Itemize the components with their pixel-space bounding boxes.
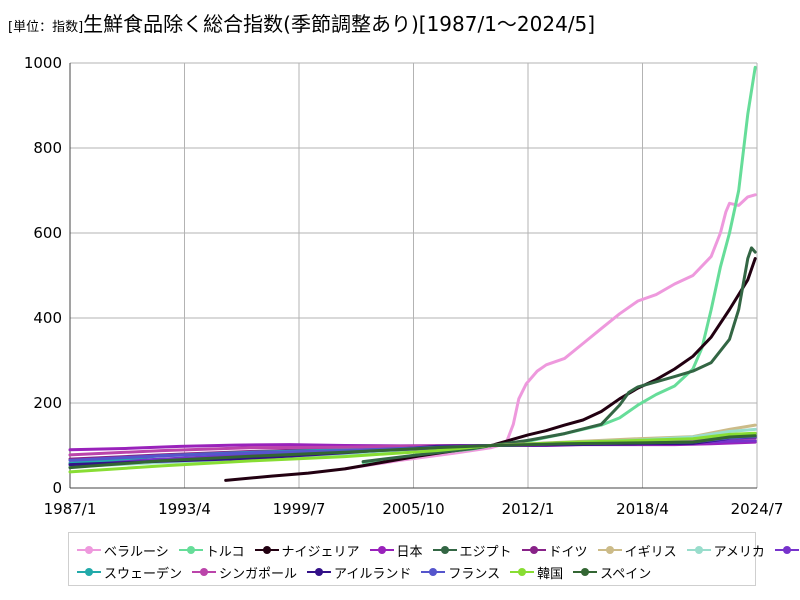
y-tick-label: 800 xyxy=(33,139,62,157)
legend-label: フランス xyxy=(448,566,501,582)
chart-title-text: 生鮮食品除く総合指数(季節調整あり)[1987/1〜2024/5] xyxy=(83,12,596,36)
legend-marker-icon xyxy=(521,544,546,556)
legend-marker-icon xyxy=(178,544,203,556)
legend-marker-icon xyxy=(192,566,217,578)
legend-marker-icon xyxy=(254,544,279,556)
legend: ベラルーシ トルコ ナイジェリア 日本 エジプト ドイツ イギリス アメリカタイスウェーデン シ… xyxy=(68,532,799,586)
legend-item: アイルランド xyxy=(307,563,411,582)
legend-item: シンガポール xyxy=(192,563,297,582)
legend-marker-icon xyxy=(369,544,394,556)
legend-item: 韓国 xyxy=(510,563,563,582)
x-tick-label: 1993/4 xyxy=(158,500,211,518)
legend-item: ナイジェリア xyxy=(254,541,360,560)
legend-label: ドイツ xyxy=(548,544,588,560)
x-tick-label: 2012/1 xyxy=(502,500,555,518)
legend-item: トルコ xyxy=(178,541,245,560)
legend-marker-icon xyxy=(510,566,535,578)
x-tick-label: 2024/7 xyxy=(731,500,784,518)
x-tick-label: 1999/7 xyxy=(273,500,326,518)
legend-label: エジプト xyxy=(459,544,512,560)
legend-label: スウェーデン xyxy=(104,566,183,582)
legend-item: エジプト xyxy=(432,541,512,560)
chart-svg: 1987/1 1993/4 1999/7 2005/10 2012/1 2018/4 202… xyxy=(24,54,784,518)
legend-item: スウェーデン xyxy=(77,563,182,582)
series-line xyxy=(343,193,757,471)
legend-marker-icon xyxy=(573,566,598,578)
x-tick-label: 1987/1 xyxy=(44,500,97,518)
x-tick-label: 2005/10 xyxy=(382,500,444,518)
legend-marker-icon xyxy=(77,566,101,578)
legend-row: スウェーデン シンガポール アイルランド フランス 韓国 スペイン xyxy=(77,561,747,583)
legend-item: タイ xyxy=(774,541,800,560)
legend-label: 韓国 xyxy=(537,566,564,582)
legend-item: ドイツ xyxy=(521,541,588,560)
legend-label: 日本 xyxy=(396,544,423,560)
legend-marker-icon xyxy=(421,566,446,578)
series-line xyxy=(224,257,757,482)
y-tick-label: 0 xyxy=(52,479,62,497)
legend-marker-icon xyxy=(597,544,622,556)
legend-label: ナイジェリア xyxy=(281,544,360,560)
chart-title: [単位：指数] 生鮮食品除く総合指数(季節調整あり)[1987/1〜2024/5… xyxy=(8,8,595,38)
y-tick-label: 400 xyxy=(33,309,62,327)
x-tick-label: 2018/4 xyxy=(616,500,669,518)
legend-item: スペイン xyxy=(573,563,651,582)
legend-marker-icon xyxy=(686,544,711,556)
legend-label: スペイン xyxy=(600,566,652,582)
legend-label: シンガポール xyxy=(219,566,298,582)
legend-label: ベラルーシ xyxy=(104,544,169,560)
legend-item: ベラルーシ xyxy=(77,541,169,560)
series-line xyxy=(68,434,757,470)
series-line xyxy=(68,431,757,474)
legend-label: イギリス xyxy=(624,544,677,560)
legend-item: アメリカ xyxy=(686,541,765,560)
legend-marker-icon xyxy=(307,566,332,578)
legend-item: フランス xyxy=(421,563,500,582)
legend-label: アイルランド xyxy=(334,566,412,582)
y-tick-label: 1000 xyxy=(24,54,62,72)
legend-marker-icon xyxy=(432,544,457,556)
legend-label: アメリカ xyxy=(713,544,765,560)
legend-row: ベラルーシ トルコ ナイジェリア 日本 エジプト ドイツ イギリス アメリカタイ xyxy=(77,539,799,561)
legend-item: イギリス xyxy=(597,541,677,560)
legend-label: トルコ xyxy=(205,544,245,560)
chart-unit-label: [単位：指数] xyxy=(8,20,84,35)
legend-marker-icon xyxy=(77,544,101,556)
y-tick-label: 200 xyxy=(33,394,62,412)
y-tick-label: 600 xyxy=(33,224,62,242)
legend-item: 日本 xyxy=(369,541,423,560)
legend-marker-icon xyxy=(774,544,799,556)
